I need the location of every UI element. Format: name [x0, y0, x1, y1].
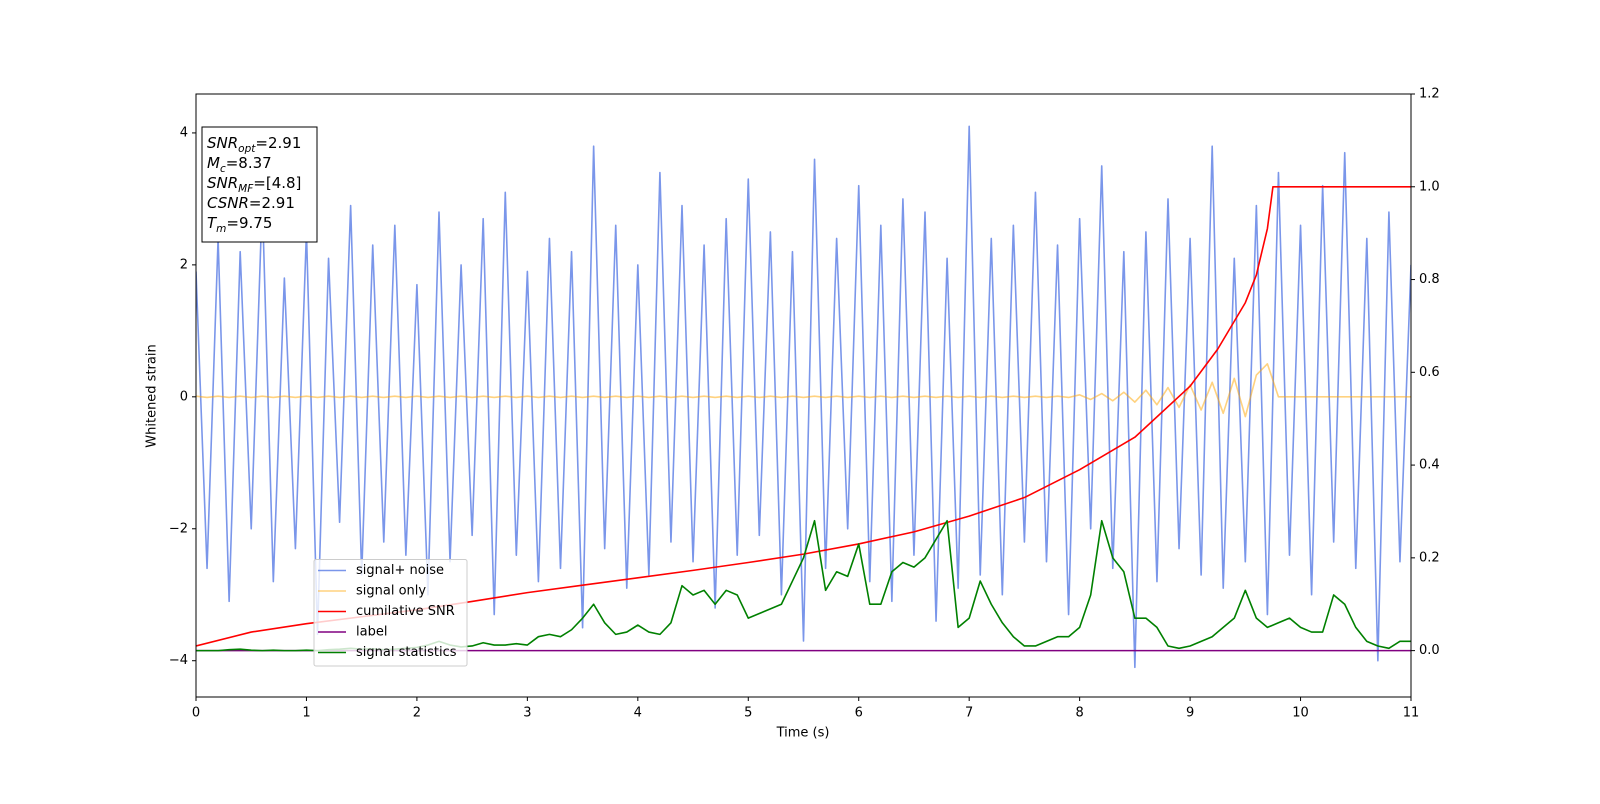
annotation-line: SNRMF=[4.8] — [207, 174, 301, 196]
x-tick-label: 11 — [1403, 706, 1420, 721]
y2-tick-label: 1.0 — [1419, 179, 1440, 194]
x-tick-label: 4 — [634, 706, 642, 721]
x-tick-label: 6 — [855, 706, 863, 721]
legend-label: label — [356, 625, 387, 640]
legend-label: signal statistics — [356, 645, 457, 660]
y-tick-label: −2 — [169, 521, 188, 536]
y-axis-label: Whitened strain — [145, 344, 160, 447]
series-line — [196, 125, 1411, 669]
legend-label: cumilative SNR — [356, 604, 455, 619]
annotation-text: M — [207, 154, 220, 172]
annotation-rest: =8.37 — [226, 154, 272, 172]
x-tick-label: 9 — [1186, 706, 1194, 721]
annotation-rest: =[4.8] — [253, 174, 301, 192]
y-tick-label: −4 — [169, 653, 188, 668]
annotation-line: SNRopt=2.91 — [207, 134, 301, 156]
annotation-rest: =2.91 — [255, 134, 301, 152]
y-tick-label: 4 — [180, 125, 188, 140]
y-tick-label: 2 — [180, 257, 188, 272]
x-tick-label: 0 — [192, 706, 200, 721]
legend-box — [313, 559, 468, 667]
x-tick-label: 3 — [523, 706, 531, 721]
annotation-sub: c — [220, 163, 226, 175]
annotation-sub: m — [216, 223, 226, 235]
annotation-text: SNR — [207, 134, 238, 152]
x-tick-label: 8 — [1075, 706, 1083, 721]
legend-label: signal+ noise — [356, 563, 444, 578]
series-line — [196, 363, 1411, 418]
x-tick-label: 10 — [1292, 706, 1309, 721]
annotation-line: CSNR=2.91 — [207, 194, 295, 212]
legend-label: signal only — [356, 584, 426, 599]
y2-tick-label: 0.6 — [1419, 365, 1440, 380]
x-tick-label: 2 — [413, 706, 421, 721]
y2-tick-label: 0.0 — [1419, 643, 1440, 658]
annotation-text: T — [207, 214, 218, 232]
annotation-line: Mc=8.37 — [207, 154, 272, 176]
annotation-text: SNR — [207, 174, 238, 192]
y2-tick-label: 0.8 — [1419, 272, 1440, 287]
x-tick-label: 5 — [744, 706, 752, 721]
annotation-sub: opt — [238, 143, 256, 155]
annotation-sub: MF — [238, 183, 254, 195]
x-axis-label: Time (s) — [776, 726, 830, 741]
annotation-line: Tm=9.75 — [207, 214, 272, 236]
y2-tick-label: 0.2 — [1419, 550, 1440, 565]
annotation-text: CSNR — [207, 194, 249, 212]
annotation-rest: =9.75 — [226, 214, 272, 232]
y2-tick-label: 1.2 — [1419, 87, 1440, 102]
x-tick-label: 7 — [965, 706, 973, 721]
annotation-rest: =2.91 — [249, 194, 295, 212]
annotation-box — [201, 126, 318, 243]
y2-tick-label: 0.4 — [1419, 458, 1440, 473]
plot-frame — [195, 93, 1412, 698]
x-tick-label: 1 — [302, 706, 310, 721]
y-tick-label: 0 — [180, 389, 188, 404]
